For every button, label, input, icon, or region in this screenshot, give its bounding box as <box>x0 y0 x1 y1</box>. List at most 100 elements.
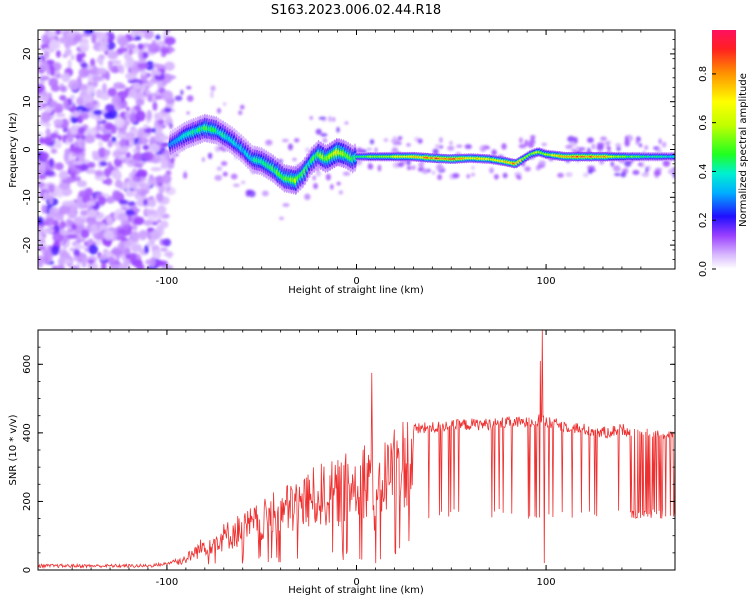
noise-blob <box>76 96 84 106</box>
noise-blob <box>322 138 328 143</box>
noise-blob <box>40 62 50 71</box>
noise-blob <box>128 48 133 56</box>
noise-blob <box>491 149 497 156</box>
noise-blob <box>98 45 109 52</box>
noise-blob <box>127 201 136 207</box>
noise-blob <box>186 95 194 102</box>
noise-blob <box>614 172 621 177</box>
noise-blob <box>220 161 228 166</box>
noise-blob <box>130 243 143 253</box>
noise-blob <box>366 147 372 152</box>
noise-blob <box>135 110 146 122</box>
noise-blob <box>64 48 72 56</box>
noise-blob <box>143 127 153 134</box>
noise-blob <box>57 189 63 199</box>
noise-blob <box>87 259 95 264</box>
noise-blob <box>149 257 156 268</box>
noise-blob <box>587 147 591 152</box>
noise-blob <box>447 145 455 151</box>
noise-blob <box>342 171 351 176</box>
noise-blob <box>600 136 607 141</box>
noise-blob <box>471 166 475 170</box>
noise-blob <box>117 36 129 47</box>
noise-blob <box>55 112 66 118</box>
y-tick-label: 600 <box>22 355 33 374</box>
snr-plot-area <box>38 330 675 570</box>
ridge-segment <box>671 155 675 158</box>
noise-blob <box>96 57 104 64</box>
colorbar-tick-label: 0.2 <box>698 212 709 228</box>
noise-blob <box>63 151 69 163</box>
noise-blob <box>528 139 536 145</box>
noise-blob <box>45 30 57 39</box>
noise-blob <box>417 138 423 144</box>
noise-blob <box>312 175 317 181</box>
noise-blob <box>653 146 659 150</box>
noise-blob <box>607 145 611 152</box>
noise-blob <box>93 232 105 240</box>
noise-blob <box>38 136 45 145</box>
noise-blob <box>672 171 675 179</box>
noise-blob <box>161 173 172 184</box>
noise-blob <box>62 134 67 144</box>
noise-blob <box>142 144 150 151</box>
noise-blob <box>156 218 162 223</box>
noise-blob <box>121 253 126 261</box>
noise-blob <box>635 139 639 145</box>
noise-blob <box>261 190 269 197</box>
y-tick-label: 200 <box>22 492 33 511</box>
noise-blob <box>456 144 463 148</box>
noise-blob <box>638 162 642 167</box>
noise-blob <box>138 230 148 241</box>
noise-blob <box>624 140 630 147</box>
noise-blob <box>134 105 141 112</box>
noise-blob <box>464 144 472 150</box>
noise-blob <box>59 229 67 236</box>
noise-blob <box>117 228 127 235</box>
noise-blob <box>397 136 403 141</box>
noise-blob <box>132 148 137 154</box>
noise-blob <box>131 223 138 231</box>
noise-blob <box>48 100 58 109</box>
noise-blob <box>107 161 112 171</box>
spectrogram-x-ticks: -100 0 100 <box>71 30 642 287</box>
noise-blob <box>149 174 154 180</box>
noise-blob <box>127 226 132 236</box>
noise-blob <box>44 170 55 177</box>
noise-blob <box>49 206 60 218</box>
noise-blob <box>88 244 99 255</box>
x-tick-label: 0 <box>353 276 359 287</box>
noise-blob <box>111 95 122 106</box>
noise-blob <box>103 32 109 43</box>
noise-blob <box>332 117 336 122</box>
noise-blob <box>577 147 586 151</box>
noise-blob <box>115 104 122 111</box>
noise-blob <box>38 174 47 180</box>
noise-blob <box>107 87 117 97</box>
noise-blob <box>437 163 442 171</box>
noise-blob <box>111 124 117 134</box>
noise-blob <box>151 128 156 133</box>
noise-blob <box>136 264 145 269</box>
noise-blob <box>137 62 150 69</box>
noise-blob <box>164 36 176 46</box>
noise-blob <box>92 109 103 116</box>
noise-blob <box>105 177 113 186</box>
noise-blob <box>87 161 96 169</box>
noise-blob <box>137 49 143 60</box>
noise-blob <box>292 157 297 162</box>
noise-blob <box>135 98 145 106</box>
noise-blob <box>155 175 164 184</box>
noise-blob <box>99 161 108 167</box>
noise-blob <box>74 176 82 182</box>
noise-blob <box>132 167 137 174</box>
noise-blob <box>100 261 107 269</box>
noise-blob <box>129 112 138 124</box>
noise-blob <box>486 146 490 150</box>
noise-blob <box>107 50 119 60</box>
noise-blob <box>638 143 643 148</box>
noise-blob <box>50 245 60 256</box>
snr-panel: -100 0 100 0 200 400 600 Height of straight l… <box>8 329 676 596</box>
snr-series-line <box>38 330 675 570</box>
noise-blob <box>162 238 172 247</box>
